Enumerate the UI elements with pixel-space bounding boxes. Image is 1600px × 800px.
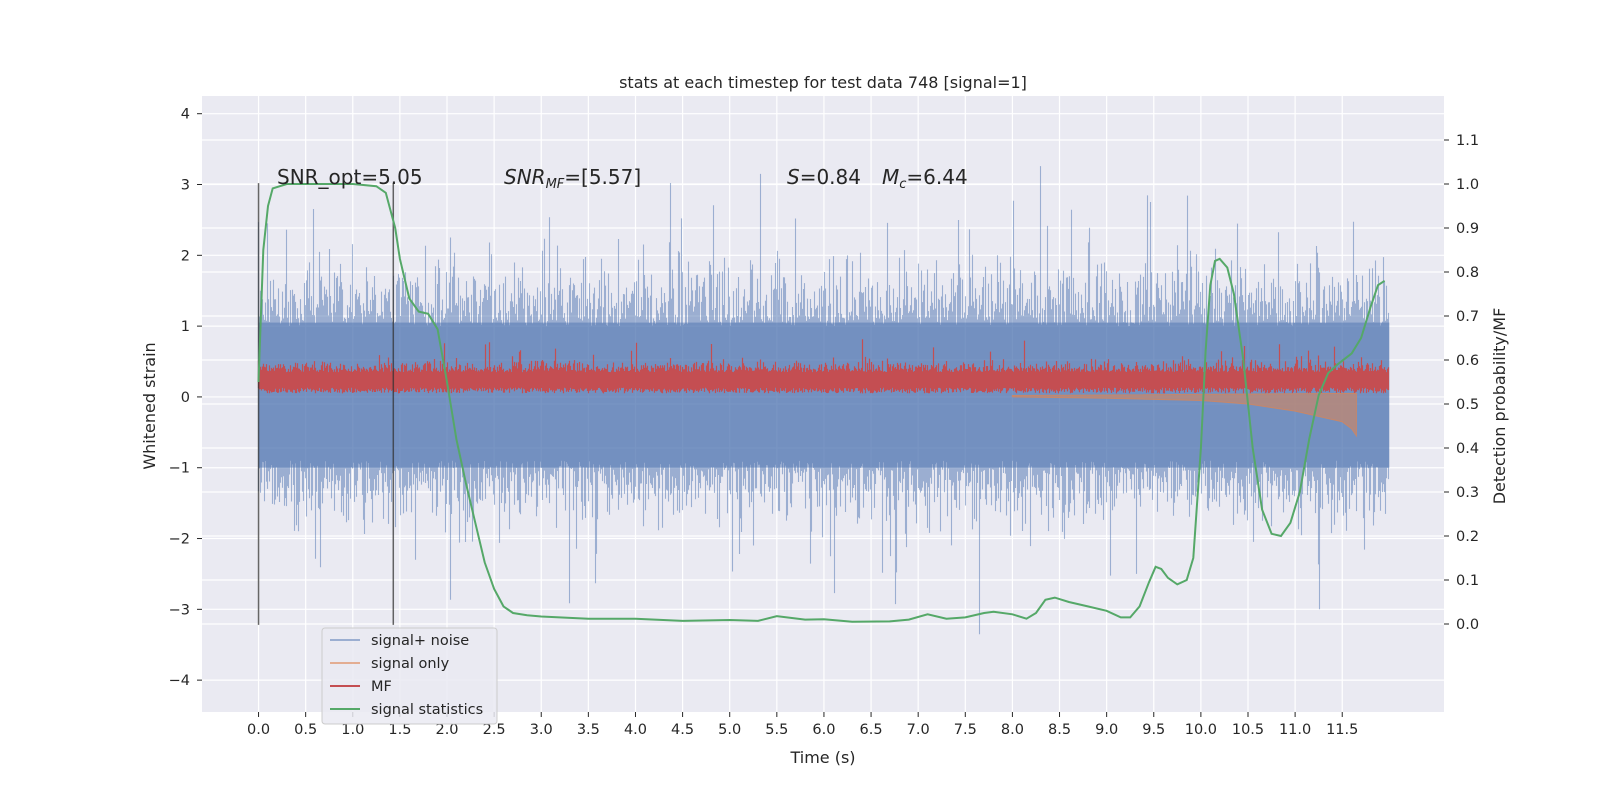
y-right-axis-label: Detection probability/MF bbox=[1490, 308, 1509, 505]
x-tick-label: 0.0 bbox=[247, 722, 270, 738]
x-tick-label: 5.0 bbox=[718, 722, 741, 738]
y-tick-label: 3 bbox=[181, 178, 190, 194]
x-tick-label: 10.5 bbox=[1232, 722, 1264, 738]
y-right-tick-label: 0.6 bbox=[1456, 353, 1479, 369]
y-right-tick-label: 0.3 bbox=[1456, 485, 1479, 501]
signal-only-series bbox=[1011, 392, 1357, 438]
x-tick-label: 6.5 bbox=[860, 722, 883, 738]
snr-mf-value: =[5.57] bbox=[564, 165, 641, 189]
x-tick-labels: 0.0 0.5 1.0 1.5 2.0 2.5 3.0 3.5 4.0 4.5 5.0 5.5 6.0 6… bbox=[247, 712, 1358, 738]
y-axis-label: Whitened strain bbox=[140, 342, 159, 469]
y-right-tick-label: 1.0 bbox=[1456, 177, 1479, 193]
y-right-tick-label: 0.0 bbox=[1456, 617, 1479, 633]
x-tick-label: 11.5 bbox=[1326, 722, 1358, 738]
y-tick-label: −1 bbox=[169, 461, 190, 477]
x-tick-label: 4.0 bbox=[624, 722, 647, 738]
x-tick-label: 1.0 bbox=[341, 722, 364, 738]
y-right-tick-labels: 1.1 1.0 0.9 0.8 0.7 0.6 0.5 0.4 0.3 0.2 0.1 0.0 bbox=[1444, 133, 1479, 633]
legend: signal+ noise signal only MF signal stat… bbox=[321, 627, 498, 725]
snr-mf-annotation: SNRMF=[5.57] bbox=[504, 165, 641, 192]
mc-value: =6.44 bbox=[906, 165, 967, 189]
x-tick-label: 2.0 bbox=[435, 722, 458, 738]
y-tick-label: 1 bbox=[181, 319, 190, 335]
snr-mf-sub: MF bbox=[546, 177, 565, 192]
y-right-tick-label: 0.7 bbox=[1456, 309, 1479, 325]
y-right-tick-label: 0.8 bbox=[1456, 265, 1479, 281]
y-right-tick-label: 1.1 bbox=[1456, 133, 1479, 149]
mc-label: M bbox=[882, 165, 899, 189]
x-tick-label: 8.0 bbox=[1001, 722, 1024, 738]
s-value: =0.84 bbox=[800, 165, 861, 189]
x-tick-label: 10.0 bbox=[1185, 722, 1217, 738]
y-right-tick-label: 0.1 bbox=[1456, 573, 1479, 589]
y-tick-label: −2 bbox=[169, 532, 190, 548]
y-tick-label: −3 bbox=[169, 602, 190, 618]
y-tick-label: 2 bbox=[181, 248, 190, 264]
x-tick-label: 2.5 bbox=[483, 722, 506, 738]
x-tick-label: 9.0 bbox=[1095, 722, 1118, 738]
snr-opt-annotation: SNR_opt=5.05 bbox=[277, 165, 423, 189]
x-tick-label: 1.5 bbox=[388, 722, 411, 738]
legend-label-mf: MF bbox=[371, 679, 392, 695]
s-annotation: S=0.84 bbox=[787, 165, 861, 189]
x-tick-label: 3.5 bbox=[577, 722, 600, 738]
mc-sub: c bbox=[899, 177, 906, 192]
x-tick-label: 7.5 bbox=[954, 722, 977, 738]
y-right-tick-label: 0.2 bbox=[1456, 529, 1479, 545]
marker-lines bbox=[257, 183, 395, 625]
x-tick-label: 6.0 bbox=[812, 722, 835, 738]
snr-mf-label: SNR bbox=[504, 165, 546, 189]
y-tick-label: 0 bbox=[181, 390, 190, 406]
signal-statistics-series bbox=[257, 183, 1386, 623]
y-right-tick-label: 0.4 bbox=[1456, 441, 1479, 457]
legend-label-signal-statistics: signal statistics bbox=[371, 702, 483, 718]
y-right-tick-label: 0.5 bbox=[1456, 397, 1479, 413]
legend-label-signal-noise: signal+ noise bbox=[371, 633, 469, 649]
x-tick-label: 8.5 bbox=[1048, 722, 1071, 738]
x-tick-label: 11.0 bbox=[1279, 722, 1311, 738]
x-axis-label: Time (s) bbox=[789, 748, 855, 767]
legend-box bbox=[321, 627, 498, 725]
s-label: S bbox=[787, 165, 800, 189]
y-tick-label: −4 bbox=[169, 673, 190, 689]
y-tick-label: 4 bbox=[181, 107, 190, 123]
x-tick-label: 5.5 bbox=[765, 722, 788, 738]
legend-label-signal-only: signal only bbox=[371, 656, 450, 672]
x-tick-label: 9.5 bbox=[1142, 722, 1165, 738]
y-tick-labels: 4 3 2 1 0 −1 −2 −3 −4 bbox=[169, 107, 202, 689]
mc-annotation: Mc=6.44 bbox=[882, 165, 968, 192]
chart-title: stats at each timestep for test data 748… bbox=[619, 73, 1027, 92]
x-tick-label: 4.5 bbox=[671, 722, 694, 738]
x-tick-label: 7.0 bbox=[907, 722, 930, 738]
x-tick-label: 0.5 bbox=[294, 722, 317, 738]
x-tick-label: 3.0 bbox=[530, 722, 553, 738]
y-right-tick-label: 0.9 bbox=[1456, 221, 1479, 237]
